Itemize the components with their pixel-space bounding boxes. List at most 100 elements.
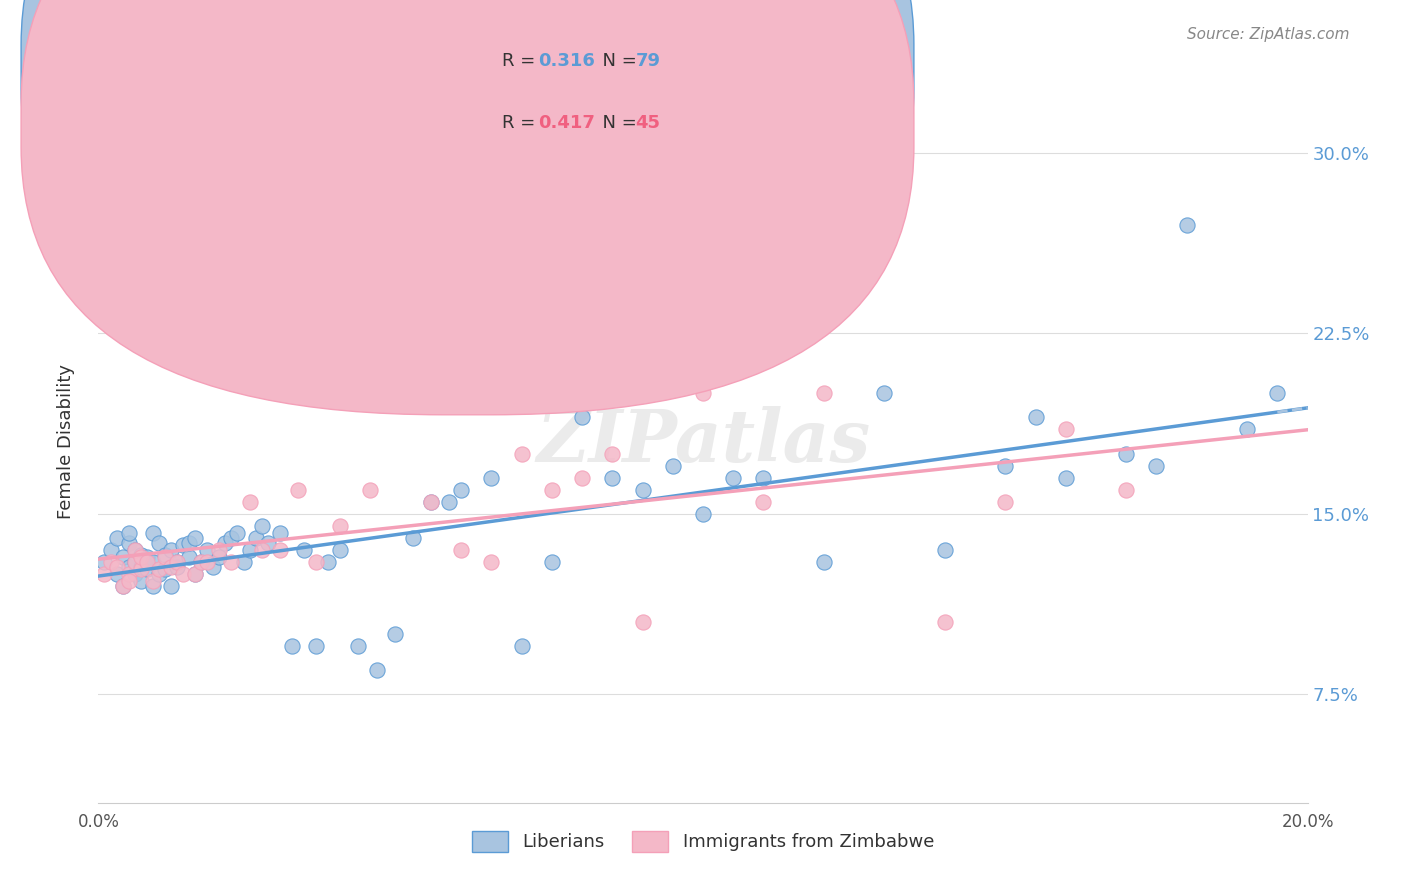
Text: ZIPatlas: ZIPatlas <box>536 406 870 477</box>
Point <box>239 542 262 557</box>
Text: Source: ZipAtlas.com: Source: ZipAtlas.com <box>1187 27 1350 42</box>
Point <box>190 555 212 569</box>
Point <box>226 526 249 541</box>
Point <box>160 542 183 557</box>
Point <box>723 471 745 485</box>
Point <box>111 579 134 593</box>
Point <box>631 483 654 497</box>
Point <box>202 559 225 574</box>
Point <box>93 567 115 582</box>
Point <box>153 562 176 576</box>
Point <box>208 550 231 565</box>
Point <box>124 542 146 557</box>
Point <box>118 574 141 589</box>
Text: 79: 79 <box>636 52 661 70</box>
Text: LIBERIAN VS IMMIGRANTS FROM ZIMBABWE FEMALE DISABILITY CORRELATION CHART: LIBERIAN VS IMMIGRANTS FROM ZIMBABWE FEM… <box>56 27 832 45</box>
Point <box>360 483 382 497</box>
Point <box>571 471 593 485</box>
Point <box>450 542 472 557</box>
Point <box>129 574 152 589</box>
Point <box>245 531 267 545</box>
Point <box>105 531 128 545</box>
Point <box>402 531 425 545</box>
Text: 0.417: 0.417 <box>538 114 595 132</box>
Point <box>1115 483 1137 497</box>
Point <box>281 639 304 653</box>
Text: R =: R = <box>502 114 541 132</box>
Point <box>124 542 146 557</box>
Point <box>813 555 835 569</box>
Point <box>437 494 460 508</box>
Point <box>118 567 141 582</box>
Point <box>692 507 714 521</box>
Point <box>1054 423 1077 437</box>
Point <box>934 615 956 630</box>
Point <box>450 483 472 497</box>
Point <box>481 471 503 485</box>
Point <box>142 579 165 593</box>
Text: 0.316: 0.316 <box>538 52 595 70</box>
Point <box>269 542 291 557</box>
Point <box>184 567 207 582</box>
Text: 45: 45 <box>636 114 661 132</box>
Point <box>135 555 157 569</box>
Point <box>420 494 443 508</box>
Point <box>105 559 128 574</box>
Point <box>166 555 188 569</box>
Point <box>1054 471 1077 485</box>
Point <box>208 542 231 557</box>
Point <box>195 555 218 569</box>
Y-axis label: Female Disability: Female Disability <box>56 364 75 519</box>
Point <box>420 494 443 508</box>
Point <box>124 555 146 569</box>
Point <box>232 555 254 569</box>
Point <box>221 531 243 545</box>
Point <box>1175 218 1198 232</box>
Point <box>184 531 207 545</box>
Point <box>148 535 170 549</box>
Point <box>813 386 835 401</box>
Point <box>160 559 183 574</box>
Point <box>292 542 315 557</box>
Point <box>148 562 170 576</box>
Point <box>1024 410 1046 425</box>
Point <box>329 519 352 533</box>
Point <box>172 567 194 582</box>
Point <box>540 555 562 569</box>
Point <box>1144 458 1167 473</box>
Point <box>129 550 152 565</box>
Point <box>172 538 194 552</box>
Point <box>179 535 201 549</box>
Point <box>221 555 243 569</box>
Point <box>124 567 146 582</box>
Point <box>105 567 128 582</box>
Point <box>692 386 714 401</box>
Point <box>934 542 956 557</box>
Point <box>166 555 188 569</box>
Point <box>994 458 1017 473</box>
Point <box>316 555 339 569</box>
Point <box>160 579 183 593</box>
Point <box>118 526 141 541</box>
Point <box>148 567 170 582</box>
Point <box>510 447 533 461</box>
Point <box>142 526 165 541</box>
Point <box>384 627 406 641</box>
Point <box>129 548 152 562</box>
Point <box>93 555 115 569</box>
Point <box>250 519 273 533</box>
Point <box>184 567 207 582</box>
Point <box>111 579 134 593</box>
Point <box>481 555 503 569</box>
Point <box>329 542 352 557</box>
Point <box>124 555 146 569</box>
Point <box>602 447 624 461</box>
Point <box>100 542 122 557</box>
Point <box>214 535 236 549</box>
Point <box>752 494 775 508</box>
Point <box>100 555 122 569</box>
Point <box>239 494 262 508</box>
Point <box>179 550 201 565</box>
Point <box>1267 386 1289 401</box>
Point <box>269 526 291 541</box>
